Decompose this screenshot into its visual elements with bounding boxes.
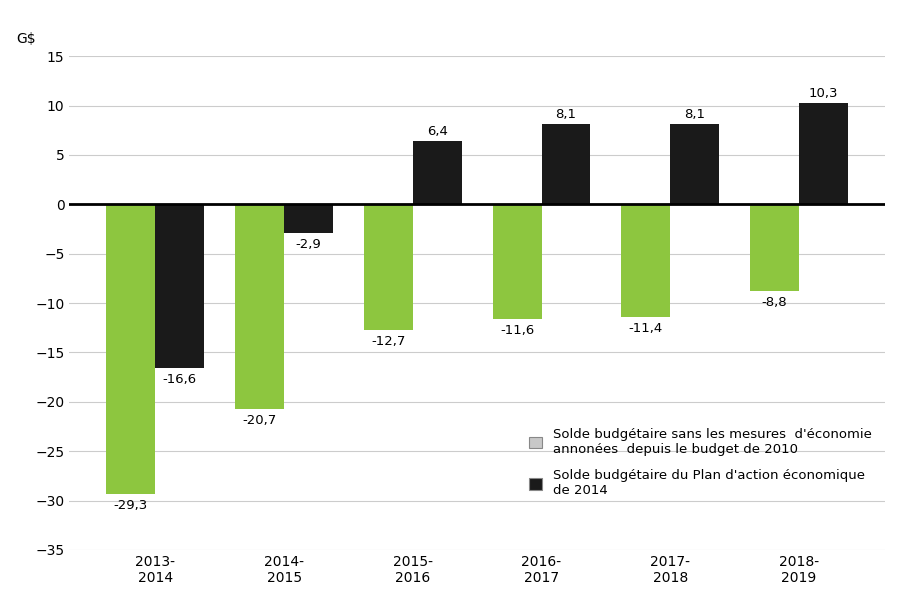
Text: 10,3: 10,3 (809, 86, 838, 100)
Text: -12,7: -12,7 (371, 335, 406, 347)
Text: 6,4: 6,4 (427, 125, 447, 138)
Bar (156, 205, 204, 368)
Legend: Solde budgétaire sans les mesures  d'économie
annonées  depuis le budget de 2010: Solde budgétaire sans les mesures d'écon… (523, 421, 878, 504)
Text: 8,1: 8,1 (555, 109, 577, 121)
Bar (621, 205, 670, 317)
Bar (542, 124, 590, 205)
Text: -11,6: -11,6 (500, 324, 535, 337)
Text: -29,3: -29,3 (113, 499, 148, 512)
Bar (235, 205, 284, 409)
Text: -11,4: -11,4 (629, 322, 663, 335)
Bar (284, 205, 333, 233)
Bar (799, 103, 848, 205)
Text: G$: G$ (16, 32, 36, 46)
Text: 8,1: 8,1 (684, 109, 706, 121)
Bar (750, 205, 799, 291)
Text: -8,8: -8,8 (761, 296, 788, 309)
Bar (670, 124, 719, 205)
Text: -16,6: -16,6 (163, 373, 197, 386)
Text: -2,9: -2,9 (296, 238, 321, 251)
Text: -20,7: -20,7 (242, 413, 276, 427)
Bar (364, 205, 413, 330)
Bar (492, 205, 542, 319)
Bar (106, 205, 156, 494)
Bar (413, 141, 462, 205)
